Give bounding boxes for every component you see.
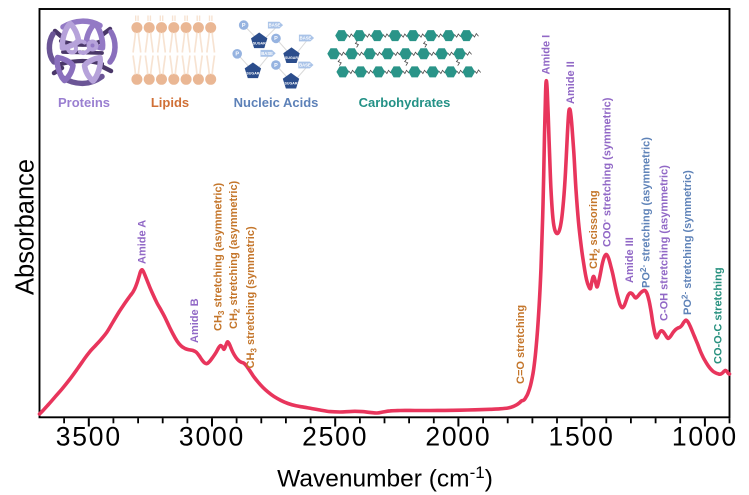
svg-text:Amide III: Amide III [624, 237, 636, 283]
svg-text:P: P [235, 52, 239, 58]
svg-text:2000: 2000 [425, 422, 491, 452]
svg-text:SUGAR: SUGAR [253, 41, 266, 45]
svg-text:PO2- stretching (asymmetric): PO2- stretching (asymmetric) [639, 137, 653, 288]
svg-text:PO2- stretching (symmetric): PO2- stretching (symmetric) [680, 170, 694, 315]
svg-text:CH2 scissoring: CH2 scissoring [588, 190, 602, 269]
svg-text:CO-O-C stretching: CO-O-C stretching [713, 267, 725, 364]
svg-text:SUGAR: SUGAR [285, 82, 298, 86]
svg-text:SUGAR: SUGAR [285, 56, 298, 60]
svg-text:C-OH stretching (asymmetric): C-OH stretching (asymmetric) [659, 165, 671, 321]
svg-text:Amide B: Amide B [189, 298, 201, 343]
svg-text:Amide II: Amide II [565, 61, 577, 104]
svg-text:Carbohydrates: Carbohydrates [359, 95, 451, 110]
svg-text:Amide A: Amide A [137, 220, 149, 264]
svg-text:SUGAR: SUGAR [246, 71, 259, 75]
svg-text:P: P [242, 23, 246, 29]
svg-text:BASE: BASE [261, 51, 273, 56]
svg-text:Nucleic Acids: Nucleic Acids [234, 95, 319, 110]
svg-text:Proteins: Proteins [58, 95, 110, 110]
svg-text:Amide I: Amide I [540, 35, 552, 75]
svg-text:P: P [274, 36, 278, 42]
svg-text:2500: 2500 [302, 422, 368, 452]
svg-text:1500: 1500 [549, 422, 615, 452]
svg-text:BASE: BASE [300, 36, 312, 41]
svg-text:P: P [274, 63, 278, 69]
svg-text:3000: 3000 [179, 422, 245, 452]
svg-text:C=O stretching: C=O stretching [515, 305, 527, 384]
svg-text:CH3 stretching (symmetric): CH3 stretching (symmetric) [245, 226, 259, 368]
svg-text:BASE: BASE [299, 63, 311, 68]
svg-text:CH2 stretching (asymmetric): CH2 stretching (asymmetric) [228, 180, 242, 329]
svg-text:1000: 1000 [672, 422, 738, 452]
svg-text:CH3 stretching (asymmetric): CH3 stretching (asymmetric) [213, 182, 227, 331]
svg-text:Absorbance: Absorbance [12, 159, 40, 295]
svg-text:COO- stretching (symmetric): COO- stretching (symmetric) [600, 97, 614, 247]
svg-text:Lipids: Lipids [151, 95, 189, 110]
svg-text:Wavenumber (cm-1): Wavenumber (cm-1) [277, 463, 493, 493]
svg-text:BASE: BASE [269, 23, 281, 28]
svg-text:3500: 3500 [56, 422, 122, 452]
